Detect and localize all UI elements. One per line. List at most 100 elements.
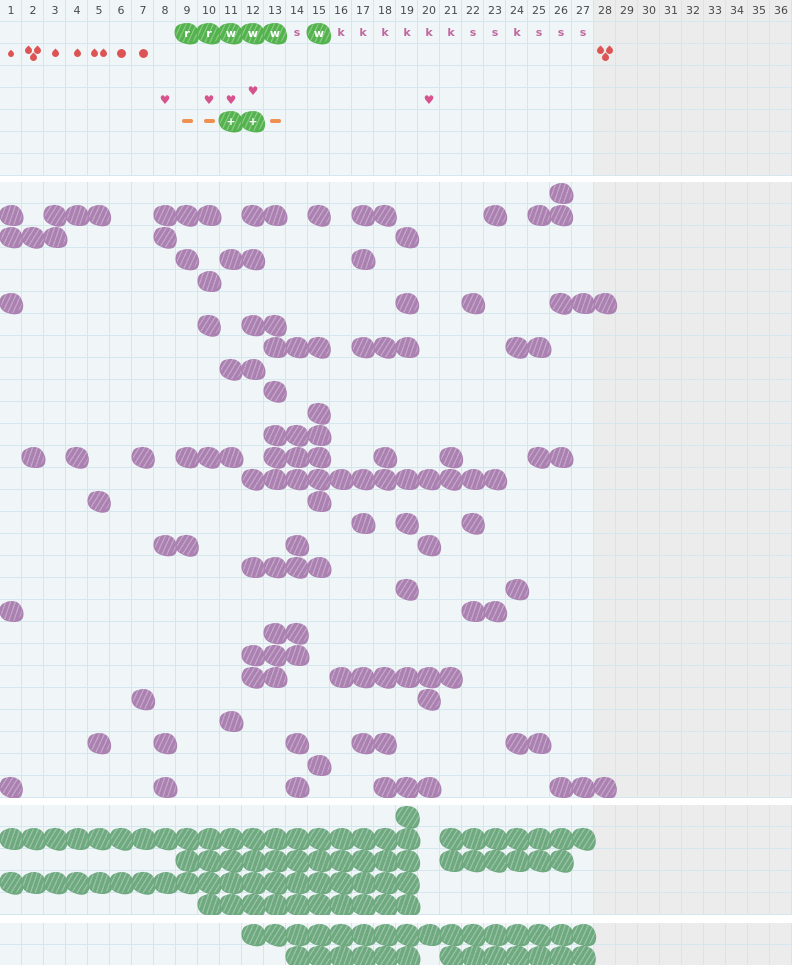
day-label[interactable]: 17 — [356, 4, 370, 17]
fluid-letter[interactable]: s — [557, 26, 565, 39]
day-label[interactable]: 12 — [246, 4, 260, 17]
day-label[interactable]: 19 — [400, 4, 414, 17]
fluid-letter[interactable]: s — [535, 26, 543, 39]
fluid-letter[interactable]: k — [359, 26, 367, 39]
blood-drop-icon[interactable] — [50, 48, 60, 59]
chart-blob — [88, 205, 110, 225]
heart-icon[interactable]: ♥ — [225, 93, 237, 107]
count-blob — [263, 870, 288, 895]
chart-blob — [593, 775, 617, 798]
blood-dot-icon[interactable] — [138, 49, 148, 58]
day-label[interactable]: 6 — [117, 4, 125, 17]
day-label[interactable]: 13 — [268, 4, 282, 17]
fluid-entry-blob[interactable]: w — [242, 23, 264, 43]
day-label[interactable]: 24 — [510, 4, 524, 17]
fluid-letter[interactable]: k — [337, 26, 345, 39]
count-blob — [484, 946, 507, 965]
fluid-letter[interactable]: s — [579, 26, 587, 39]
fluid-entry-blob[interactable]: w — [220, 23, 242, 43]
count-blob — [505, 944, 530, 965]
day-label[interactable]: 32 — [686, 4, 700, 17]
chart-blob — [395, 775, 419, 798]
heart-icon[interactable]: ♥ — [247, 84, 259, 98]
day-label[interactable]: 25 — [532, 4, 546, 17]
test-positive-icon[interactable]: + — [220, 111, 242, 131]
day-label[interactable]: 16 — [334, 4, 348, 17]
day-label[interactable]: 30 — [642, 4, 656, 17]
day-label[interactable]: 21 — [444, 4, 458, 17]
day-label[interactable]: 7 — [139, 4, 147, 17]
count-blob — [242, 924, 265, 945]
day-label[interactable]: 28 — [598, 4, 612, 17]
count-blob — [65, 826, 90, 851]
fluid-entry-blob[interactable]: r — [198, 23, 220, 43]
day-label[interactable]: 34 — [730, 4, 744, 17]
day-label[interactable]: 10 — [202, 4, 216, 17]
heart-icon[interactable]: ♥ — [203, 93, 215, 107]
day-label[interactable]: 36 — [774, 4, 788, 17]
day-label[interactable]: 18 — [378, 4, 392, 17]
day-label[interactable]: 3 — [51, 4, 59, 17]
day-label[interactable]: 27 — [576, 4, 590, 17]
day-label[interactable]: 5 — [95, 4, 103, 17]
chart-blob — [549, 291, 573, 315]
day-label[interactable]: 4 — [73, 4, 81, 17]
chart-blob — [396, 227, 418, 247]
count-blob — [241, 892, 266, 915]
fluid-letter[interactable]: k — [403, 26, 411, 39]
count-blob — [110, 872, 133, 893]
heart-icon[interactable]: ♥ — [159, 93, 171, 107]
blood-dot-icon[interactable] — [116, 49, 126, 58]
day-label[interactable]: 35 — [752, 4, 766, 17]
count-blob — [175, 826, 200, 851]
day-label[interactable]: 8 — [161, 4, 169, 17]
fluid-entry-blob[interactable]: w — [264, 23, 286, 43]
day-label[interactable]: 20 — [422, 4, 436, 17]
count-blob — [176, 872, 199, 893]
chart-blob — [197, 313, 221, 337]
day-label[interactable]: 33 — [708, 4, 722, 17]
heart-icon[interactable]: ♥ — [423, 93, 435, 107]
day-label[interactable]: 22 — [466, 4, 480, 17]
count-blob — [285, 848, 310, 873]
test-negative-icon[interactable] — [182, 119, 193, 123]
chart-blob — [241, 665, 265, 689]
chart-blob — [154, 733, 176, 753]
fluid-letter[interactable]: k — [425, 26, 433, 39]
test-negative-icon[interactable] — [270, 119, 281, 123]
day-label[interactable]: 14 — [290, 4, 304, 17]
day-label[interactable]: 11 — [224, 4, 238, 17]
test-positive-icon[interactable]: + — [242, 111, 264, 131]
day-label[interactable]: 26 — [554, 4, 568, 17]
day-label[interactable]: 1 — [7, 4, 15, 17]
day-label[interactable]: 9 — [183, 4, 191, 17]
fluid-entry-blob[interactable]: r — [176, 23, 198, 43]
count-blob — [307, 892, 332, 915]
fluid-letter: w — [247, 26, 259, 40]
fluid-letter[interactable]: s — [491, 26, 499, 39]
chart-blob — [418, 469, 440, 489]
day-label[interactable]: 31 — [664, 4, 678, 17]
day-label[interactable]: 23 — [488, 4, 502, 17]
count-blob — [373, 848, 398, 873]
blood-drop-icon[interactable] — [98, 48, 109, 59]
test-negative-icon[interactable] — [204, 119, 215, 123]
chart-blob — [219, 445, 243, 469]
chart-blob — [285, 775, 309, 798]
count-blob — [329, 826, 354, 851]
fluid-entry-blob[interactable]: w — [308, 23, 330, 43]
day-label[interactable]: 29 — [620, 4, 634, 17]
blood-drop-icon[interactable] — [6, 49, 16, 59]
count-blob — [197, 870, 222, 895]
fluid-letter[interactable]: k — [381, 26, 389, 39]
fluid-letter[interactable]: s — [293, 26, 301, 39]
blood-drop-icon[interactable] — [89, 48, 100, 59]
chart-blob — [329, 467, 353, 491]
fluid-letter[interactable]: k — [513, 26, 521, 39]
blood-drop-icon[interactable] — [72, 48, 82, 59]
day-label[interactable]: 2 — [29, 4, 37, 17]
plus-symbol: + — [248, 114, 258, 128]
fluid-letter[interactable]: k — [447, 26, 455, 39]
day-label[interactable]: 15 — [312, 4, 326, 17]
fluid-letter[interactable]: s — [469, 26, 477, 39]
